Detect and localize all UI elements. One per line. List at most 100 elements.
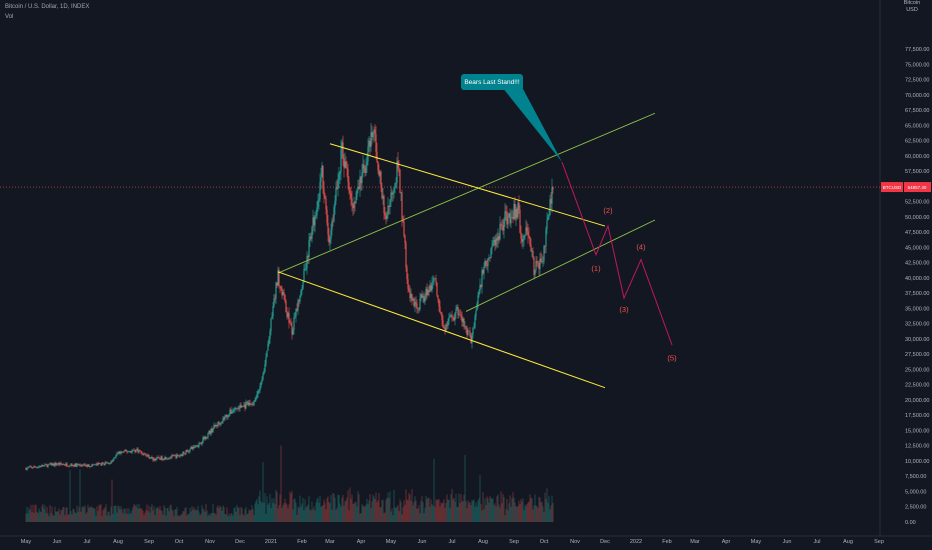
candle-body [244, 404, 246, 409]
volume-label[interactable]: Vol [5, 14, 14, 20]
volume-bar [104, 507, 106, 522]
price-tick-label: 52,500.00 [905, 200, 929, 206]
volume-bar [470, 505, 472, 522]
candle-body [535, 261, 537, 271]
candle-body [36, 467, 38, 468]
time-tick-label: Dec [235, 539, 245, 545]
volume-bar [337, 494, 339, 522]
candle-body [451, 314, 453, 317]
candle-body [113, 457, 115, 460]
candle-body [477, 295, 479, 304]
volume-bar [463, 494, 465, 522]
candle-body [43, 465, 45, 467]
candle-body [322, 165, 324, 189]
volume-bar [262, 462, 264, 522]
candle-body [37, 467, 39, 468]
candle-body [238, 407, 240, 409]
volume-bar [460, 494, 462, 522]
volume-bar [122, 513, 124, 522]
candle-body [153, 458, 155, 461]
candle-body [305, 268, 307, 270]
volume-bar [480, 504, 482, 522]
volume-bar [446, 494, 448, 522]
volume-bar [524, 504, 526, 522]
yellow-channel-bottom[interactable] [277, 271, 606, 389]
volume-bar [334, 497, 336, 522]
volume-bar [183, 511, 185, 522]
volume-bar [354, 502, 356, 522]
candle-body [91, 464, 93, 467]
volume-bar [173, 516, 175, 522]
callout-box[interactable] [461, 74, 523, 90]
candle-body [362, 164, 364, 173]
candle-body [100, 463, 102, 466]
volume-bar [549, 509, 551, 522]
candle-body [464, 326, 466, 327]
candle-body [552, 187, 554, 190]
candle-body [33, 466, 35, 468]
current-price-value-tag[interactable] [904, 182, 931, 193]
volume-bar [367, 504, 369, 522]
volume-bar [170, 504, 172, 522]
candle-body [519, 209, 521, 233]
candle-body [133, 449, 135, 451]
candle-body [507, 217, 509, 225]
volume-bar [407, 500, 409, 522]
candle-body [415, 302, 417, 304]
candle-body [273, 298, 275, 307]
volume-bar [217, 505, 219, 522]
volume-bar [464, 455, 466, 522]
elliott-wave-projection[interactable] [561, 161, 673, 346]
candle-body [476, 303, 478, 311]
volume-bar [71, 514, 73, 522]
volume-bar [434, 506, 436, 522]
volume-bar [97, 510, 99, 522]
volume-bar [534, 494, 536, 522]
candle-body [203, 437, 205, 439]
volume-bar [123, 508, 125, 522]
candle-body [88, 464, 90, 467]
candle-body [366, 161, 368, 166]
volume-bar [210, 513, 212, 522]
volume-bar [185, 507, 187, 522]
volume-bar [368, 500, 370, 522]
volume-bar [289, 491, 291, 522]
time-tick-label: Jun [53, 539, 62, 545]
candle-body [218, 421, 220, 424]
candle-body [501, 224, 503, 227]
volume-bar [79, 469, 81, 522]
volume-bar [168, 511, 170, 522]
candle-body [332, 220, 334, 222]
volume-bar [531, 498, 533, 522]
volume-bar [303, 510, 305, 522]
volume-bar [267, 504, 269, 522]
candle-body [402, 219, 404, 222]
time-tick-label: Mar [690, 539, 700, 545]
volume-bar [286, 504, 288, 522]
candle-body [491, 246, 493, 249]
candle-body [50, 463, 52, 465]
volume-bar [89, 507, 91, 522]
candle-body [329, 239, 331, 243]
volume-bar [454, 501, 456, 522]
volume-bar [355, 501, 357, 522]
green-trendline-lower[interactable] [465, 219, 656, 312]
candle-body [442, 320, 444, 327]
volume-bar [338, 494, 340, 522]
time-tick-label: Feb [297, 539, 306, 545]
candle-body [196, 445, 198, 447]
green-trendline-upper[interactable] [277, 112, 656, 274]
candle-body [515, 208, 517, 219]
candle-body [104, 462, 106, 466]
candle-body [431, 282, 433, 291]
volume-bar [432, 505, 434, 522]
candle-body [401, 192, 403, 220]
volume-bar [237, 507, 239, 522]
yellow-channel-top[interactable] [329, 143, 606, 227]
candle-body [126, 451, 128, 453]
candle-body [142, 453, 144, 455]
volume-bar [146, 504, 148, 522]
current-price-symbol-tag[interactable] [881, 182, 903, 193]
volume-bar [274, 503, 276, 522]
